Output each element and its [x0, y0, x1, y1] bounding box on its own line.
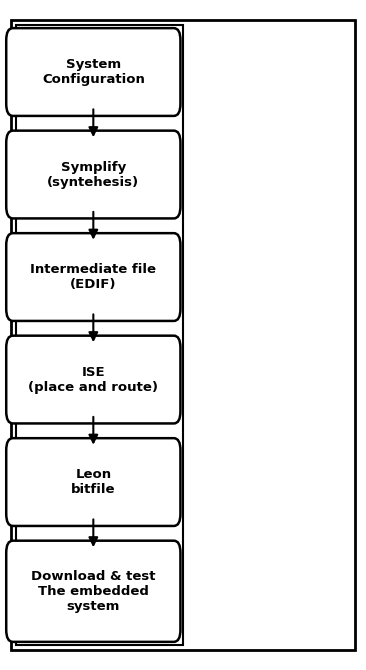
Text: Leon
bitfile: Leon bitfile	[71, 468, 116, 496]
Text: ISE
(place and route): ISE (place and route)	[28, 366, 158, 393]
Text: Symplify
(syntehesis): Symplify (syntehesis)	[47, 161, 139, 188]
FancyBboxPatch shape	[6, 541, 180, 642]
FancyBboxPatch shape	[6, 131, 180, 218]
FancyBboxPatch shape	[6, 336, 180, 423]
FancyBboxPatch shape	[16, 25, 183, 645]
Text: System
Configuration: System Configuration	[42, 58, 145, 86]
Text: Download & test
The embedded
system: Download & test The embedded system	[31, 570, 156, 613]
FancyBboxPatch shape	[11, 20, 355, 650]
FancyBboxPatch shape	[6, 28, 180, 116]
Text: Intermediate file
(EDIF): Intermediate file (EDIF)	[30, 263, 156, 291]
FancyBboxPatch shape	[6, 438, 180, 526]
FancyBboxPatch shape	[6, 233, 180, 321]
